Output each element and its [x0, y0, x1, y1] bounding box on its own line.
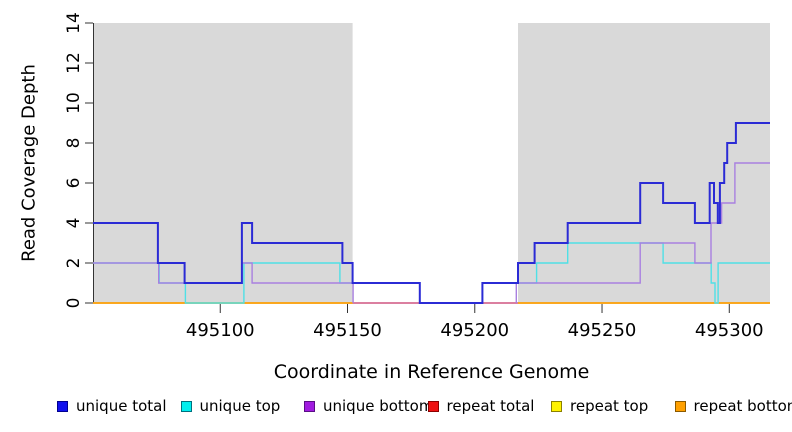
legend-item-unique_bottom: unique bottom [304, 397, 433, 415]
x-axis-title: Coordinate in Reference Genome [273, 361, 590, 383]
legend-label: unique top [199, 397, 281, 415]
legend-swatch-repeat_bottom [674, 400, 686, 412]
legend-label: unique bottom [323, 397, 434, 415]
y-tick-label: 4 [64, 218, 84, 229]
legend-label: repeat top [570, 397, 649, 415]
shaded-region-1 [518, 23, 770, 303]
y-axis-title: Read Coverage Depth [18, 64, 40, 262]
legend-swatch-unique_bottom [304, 400, 315, 412]
legend-label: repeat bottom [693, 397, 792, 415]
x-tick-label: 495300 [695, 320, 764, 341]
x-tick-label: 495250 [568, 320, 637, 341]
y-tick-label: 2 [64, 258, 84, 269]
y-tick-label: 6 [64, 178, 84, 189]
legend-item-unique_total: unique total [57, 397, 181, 415]
y-tick-label: 0 [64, 298, 84, 309]
legend-swatch-unique_top [180, 400, 192, 412]
legend-swatch-repeat_total [427, 400, 439, 412]
legend-swatch-unique_total [57, 400, 68, 412]
y-tick-label: 14 [64, 12, 84, 34]
legend: unique total unique top unique bottom repea… [57, 397, 792, 415]
series-line-unique_bottom [515, 162, 770, 303]
y-tick-label: 8 [64, 138, 84, 149]
shaded-region-0 [93, 23, 353, 303]
y-tick-label: 10 [64, 92, 84, 114]
x-tick-label: 495100 [186, 320, 255, 341]
legend-item-unique_top: unique top [180, 397, 305, 415]
legend-item-repeat_total: repeat total [427, 397, 552, 415]
legend-label: repeat total [446, 397, 535, 415]
y-tick-label: 12 [64, 52, 84, 74]
x-tick-label: 495150 [313, 320, 382, 341]
legend-swatch-repeat_top [551, 400, 562, 412]
legend-item-repeat_bottom: repeat bottom [674, 397, 792, 415]
legend-label: unique total [76, 397, 167, 415]
legend-item-repeat_top: repeat top [551, 397, 675, 415]
x-tick-label: 495200 [440, 320, 509, 341]
series-line-unique_total [93, 122, 770, 304]
